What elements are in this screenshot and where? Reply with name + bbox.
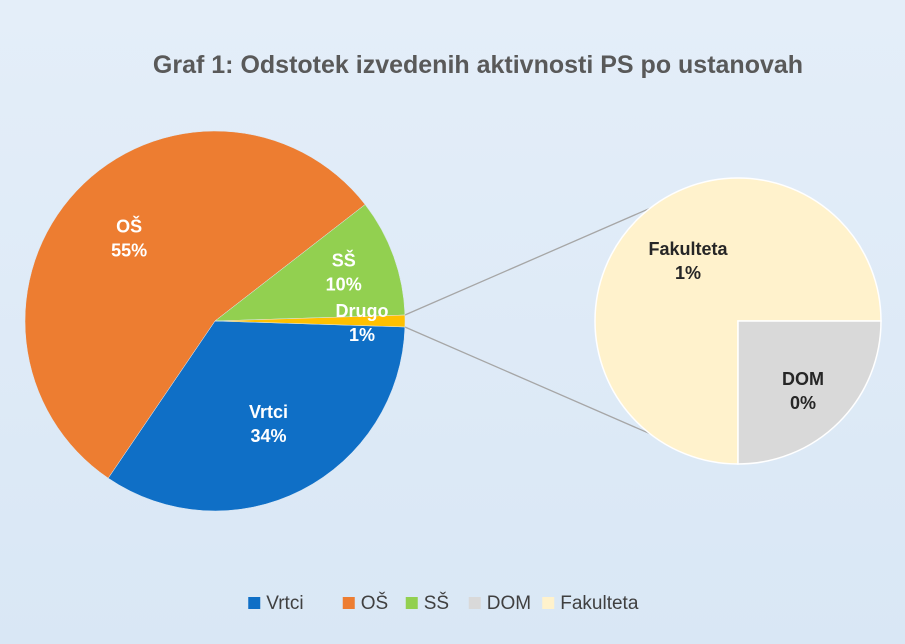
pie-label-ss: SŠ 10% xyxy=(326,250,362,295)
legend-swatch-dom xyxy=(468,597,481,609)
legend: Vrtci OŠ SŠ DOM Fakulteta xyxy=(248,592,639,614)
pie-label-fakulteta: Fakulteta 1% xyxy=(648,239,728,283)
legend-label-vrtci: Vrtci xyxy=(266,593,303,614)
pie-slice-os xyxy=(24,130,366,479)
pie-label-dom: DOM 0% xyxy=(782,369,824,413)
legend-item-os: OŠ xyxy=(342,592,388,614)
pie-slice-fakulteta xyxy=(594,177,882,465)
pie-label-vrtci: Vrtci 34% xyxy=(249,402,288,446)
legend-label-fakulteta: Fakulteta xyxy=(560,593,639,614)
chart-title: Graf 1: Odstotek izvedenih aktivnosti PS… xyxy=(153,51,803,79)
main-pie-labels: Vrtci 34% OŠ 55% SŠ 10% Drugo 1% xyxy=(111,215,388,446)
pie-slice-drugo xyxy=(214,314,406,328)
pie-label-drugo: Drugo 1% xyxy=(336,301,389,345)
pie-slice-vrtci xyxy=(107,320,406,512)
legend-swatch-os xyxy=(342,597,355,609)
legend-label-dom: DOM xyxy=(487,593,531,614)
legend-item-dom: DOM xyxy=(468,593,531,614)
legend-item-ss: SŠ xyxy=(405,592,449,614)
legend-swatch-vrtci xyxy=(248,597,261,609)
legend-swatch-fakulteta xyxy=(542,597,555,609)
pie-slice-dom xyxy=(737,320,882,465)
legend-item-fakulteta: Fakulteta xyxy=(542,593,639,614)
secondary-pie xyxy=(594,177,882,465)
pie-label-os: OŠ 55% xyxy=(111,215,147,260)
secondary-pie-labels: Fakulteta 1% DOM 0% xyxy=(648,239,824,413)
legend-swatch-ss xyxy=(405,597,418,609)
connector-line-bottom xyxy=(404,326,651,435)
legend-item-vrtci: Vrtci xyxy=(248,593,304,614)
legend-label-ss: SŠ xyxy=(424,592,449,614)
main-pie xyxy=(24,130,406,512)
legend-label-os: OŠ xyxy=(361,592,388,614)
connector-lines xyxy=(404,207,651,435)
pie-slice-ss xyxy=(214,204,406,322)
connector-line-top xyxy=(404,207,651,316)
